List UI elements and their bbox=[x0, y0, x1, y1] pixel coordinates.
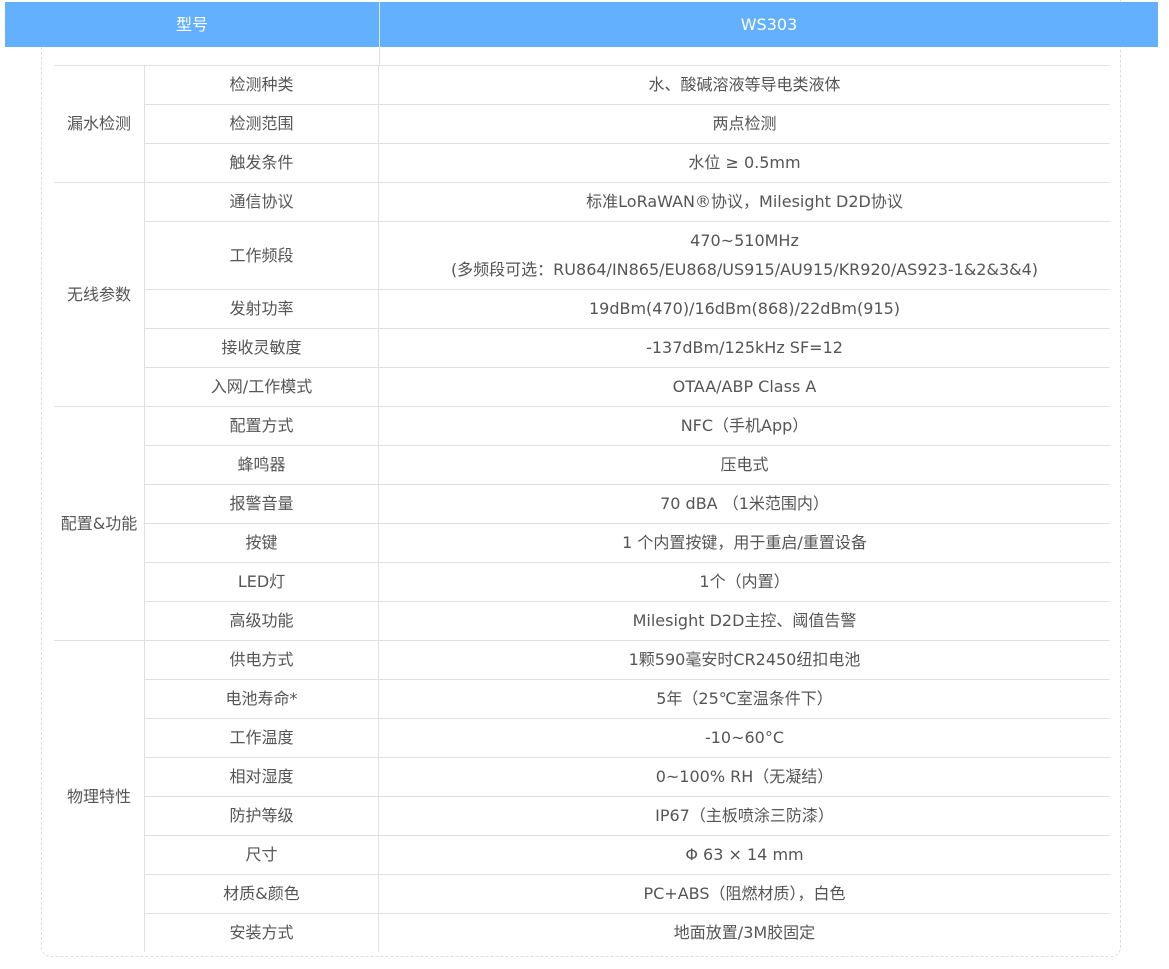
param-value: PC+ABS（阻燃材质），白色 bbox=[378, 874, 1110, 914]
param-value-line: 压电式 bbox=[720, 455, 769, 474]
param-name: 电池寿命* bbox=[144, 679, 379, 719]
param-name: 触发条件 bbox=[144, 143, 379, 183]
table-row: 触发条件 水位 ≥ 0.5mm bbox=[54, 143, 1110, 183]
param-value: 1个（内置） bbox=[378, 562, 1110, 602]
table-row: 安装方式 地面放置/3M胶固定 bbox=[54, 913, 1110, 952]
table-row: 相对湿度 0~100% RH（无凝结） bbox=[54, 757, 1110, 797]
param-value: 两点检测 bbox=[378, 104, 1110, 144]
param-value: NFC（手机App） bbox=[378, 406, 1110, 446]
param-value-line: 19dBm(470)/16dBm(868)/22dBm(915) bbox=[588, 299, 901, 318]
param-value-line: OTAA/ABP Class A bbox=[672, 377, 817, 396]
param-value: 地面放置/3M胶固定 bbox=[378, 913, 1110, 952]
table-frame bbox=[41, 0, 1121, 957]
param-value: -137dBm/125kHz SF=12 bbox=[378, 328, 1110, 368]
param-name: 防护等级 bbox=[144, 796, 379, 836]
param-value-line: (多频段可选：RU864/IN865/EU868/US915/AU915/KR9… bbox=[450, 260, 1039, 279]
param-value: 1颗590毫安时CR2450纽扣电池 bbox=[378, 640, 1110, 680]
param-value: -10~60°C bbox=[378, 718, 1110, 758]
param-value: 水位 ≥ 0.5mm bbox=[378, 143, 1110, 183]
param-name: 高级功能 bbox=[144, 601, 379, 641]
param-name: 入网/工作模式 bbox=[144, 367, 379, 407]
param-value-line: 5年（25℃室温条件下） bbox=[656, 689, 833, 708]
param-name: 相对湿度 bbox=[144, 757, 379, 797]
table-row: 无线参数 通信协议 标准LoRaWAN®协议，Milesight D2D协议 bbox=[54, 182, 1110, 407]
param-value: Φ 63 × 14 mm bbox=[378, 835, 1110, 875]
param-value-line: -137dBm/125kHz SF=12 bbox=[646, 338, 843, 357]
table-row: 物理特性 供电方式 1颗590毫安时CR2450纽扣电池 bbox=[54, 640, 1110, 952]
param-value: 470~510MHz (多频段可选：RU864/IN865/EU868/US915… bbox=[378, 221, 1110, 290]
param-name: 检测范围 bbox=[144, 104, 379, 144]
spec-table: 漏水检测 检测种类 水、酸碱溶液等导电类液体检测范围 两点检测触发条件 水位 ≥ 0.5… bbox=[54, 65, 1110, 952]
param-name: 供电方式 bbox=[144, 640, 379, 680]
divider bbox=[379, 47, 380, 65]
param-name: 尺寸 bbox=[144, 835, 379, 875]
header-model-value: WS303 bbox=[740, 15, 798, 34]
param-value: 70 dBA （1米范围内） bbox=[378, 484, 1110, 524]
param-value-line: IP67（主板喷涂三防漆） bbox=[655, 806, 834, 825]
param-value: Milesight D2D主控、阈值告警 bbox=[378, 601, 1110, 641]
table-row: 工作温度 -10~60°C bbox=[54, 718, 1110, 758]
table-row: 按键 1 个内置按键，用于重启/重置设备 bbox=[54, 523, 1110, 563]
table-row: 配置&功能 配置方式 NFC（手机App） bbox=[54, 406, 1110, 641]
group-label: 物理特性 bbox=[54, 640, 145, 952]
table-row: 蜂鸣器 压电式 bbox=[54, 445, 1110, 485]
table-row: 接收灵敏度 -137dBm/125kHz SF=12 bbox=[54, 328, 1110, 368]
param-value-line: 两点检测 bbox=[712, 114, 777, 133]
table-row: 材质&颜色 PC+ABS（阻燃材质），白色 bbox=[54, 874, 1110, 914]
param-value: OTAA/ABP Class A bbox=[378, 367, 1110, 407]
table-row: 防护等级 IP67（主板喷涂三防漆） bbox=[54, 796, 1110, 836]
table-row: 工作频段 470~510MHz (多频段可选：RU864/IN865/EU868/U… bbox=[54, 221, 1110, 290]
param-value: 5年（25℃室温条件下） bbox=[378, 679, 1110, 719]
group-label: 漏水检测 bbox=[54, 65, 145, 183]
param-value: 水、酸碱溶液等导电类液体 bbox=[378, 65, 1110, 105]
param-name: 检测种类 bbox=[144, 65, 379, 105]
table-row: 尺寸 Φ 63 × 14 mm bbox=[54, 835, 1110, 875]
table-row: 入网/工作模式 OTAA/ABP Class A bbox=[54, 367, 1110, 407]
header-model-label: 型号 bbox=[5, 2, 380, 47]
param-name: 发射功率 bbox=[144, 289, 379, 329]
group-label: 无线参数 bbox=[54, 182, 145, 407]
param-name: 材质&颜色 bbox=[144, 874, 379, 914]
param-value: 19dBm(470)/16dBm(868)/22dBm(915) bbox=[378, 289, 1110, 329]
param-name: 按键 bbox=[144, 523, 379, 563]
param-value-line: 标准LoRaWAN®协议，Milesight D2D协议 bbox=[586, 192, 903, 211]
param-name: 工作频段 bbox=[144, 221, 379, 290]
param-name: 工作温度 bbox=[144, 718, 379, 758]
table-row: 电池寿命* 5年（25℃室温条件下） bbox=[54, 679, 1110, 719]
group-label: 配置&功能 bbox=[54, 406, 145, 641]
table-row: 检测范围 两点检测 bbox=[54, 104, 1110, 144]
param-name: 通信协议 bbox=[144, 182, 379, 222]
param-value-line: 水位 ≥ 0.5mm bbox=[688, 153, 801, 172]
param-value-line: Φ 63 × 14 mm bbox=[685, 845, 804, 864]
param-value-line: 水、酸碱溶液等导电类液体 bbox=[648, 75, 841, 94]
table-row: 高级功能 Milesight D2D主控、阈值告警 bbox=[54, 601, 1110, 641]
param-value-line: 70 dBA （1米范围内） bbox=[660, 494, 829, 513]
param-value-line: NFC（手机App） bbox=[680, 416, 809, 435]
param-value: 1 个内置按键，用于重启/重置设备 bbox=[378, 523, 1110, 563]
param-name: 蜂鸣器 bbox=[144, 445, 379, 485]
param-name: 报警音量 bbox=[144, 484, 379, 524]
param-value-line: 0~100% RH（无凝结） bbox=[655, 767, 834, 786]
table-header: 型号 WS303 bbox=[5, 2, 1158, 47]
param-value-line: 1 个内置按键，用于重启/重置设备 bbox=[622, 533, 867, 552]
param-value: 标准LoRaWAN®协议，Milesight D2D协议 bbox=[378, 182, 1110, 222]
param-name: LED灯 bbox=[144, 562, 379, 602]
param-name: 接收灵敏度 bbox=[144, 328, 379, 368]
table-row: LED灯 1个（内置） bbox=[54, 562, 1110, 602]
param-value: 0~100% RH（无凝结） bbox=[378, 757, 1110, 797]
table-row: 发射功率 19dBm(470)/16dBm(868)/22dBm(915) bbox=[54, 289, 1110, 329]
table-row: 报警音量 70 dBA （1米范围内） bbox=[54, 484, 1110, 524]
param-name: 配置方式 bbox=[144, 406, 379, 446]
param-value-line: Milesight D2D主控、阈值告警 bbox=[632, 611, 857, 630]
param-value-line: 470~510MHz bbox=[690, 231, 799, 250]
param-value-line: 1颗590毫安时CR2450纽扣电池 bbox=[628, 650, 861, 669]
param-value-line: 地面放置/3M胶固定 bbox=[673, 923, 816, 942]
param-value: IP67（主板喷涂三防漆） bbox=[378, 796, 1110, 836]
param-value-line: PC+ABS（阻燃材质），白色 bbox=[643, 884, 846, 903]
param-value: 压电式 bbox=[378, 445, 1110, 485]
table-row: 漏水检测 检测种类 水、酸碱溶液等导电类液体 bbox=[54, 65, 1110, 183]
param-value-line: -10~60°C bbox=[704, 728, 785, 747]
param-name: 安装方式 bbox=[144, 913, 379, 952]
param-value-line: 1个（内置） bbox=[699, 572, 790, 591]
